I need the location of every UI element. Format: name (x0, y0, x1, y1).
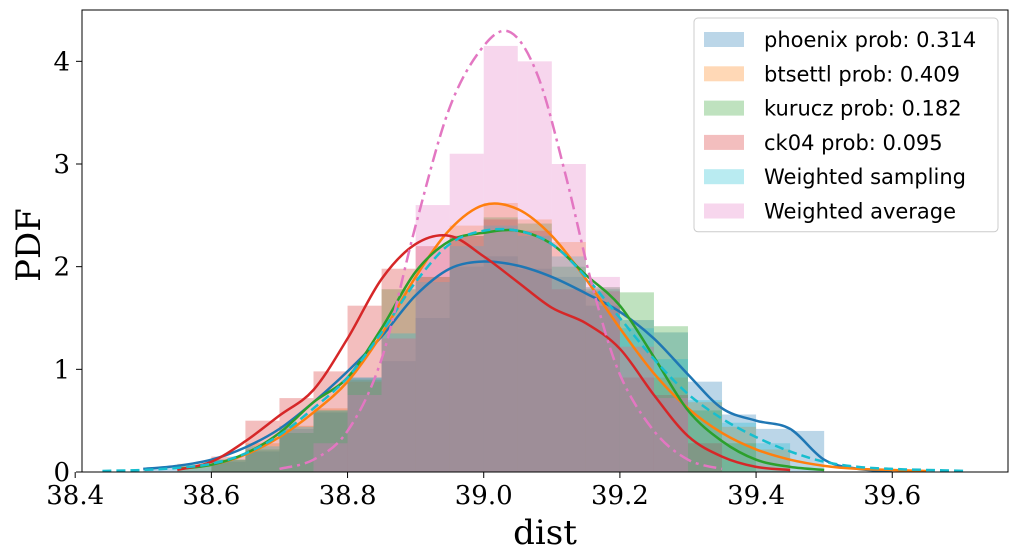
hist-bar (449, 246, 484, 472)
legend-swatch (704, 169, 744, 185)
legend-label: ck04 prob: 0.095 (764, 131, 943, 155)
y-tick-label: 4 (53, 47, 70, 77)
hist-bar (449, 153, 484, 472)
hist-bar (347, 377, 382, 472)
x-tick-label: 39.2 (591, 481, 649, 511)
hist-bar (415, 318, 450, 472)
hist-bar (211, 461, 246, 472)
hist-bar (347, 381, 382, 472)
hist-bar (551, 266, 586, 472)
hist-1 (143, 256, 825, 472)
hist-bar (313, 410, 348, 472)
hist-bar (381, 333, 416, 472)
y-tick-label: 3 (53, 150, 70, 180)
kde-line-2 (177, 202, 927, 473)
hist-bar (177, 465, 212, 472)
x-tick-label: 38.8 (319, 481, 377, 511)
hist-bar (449, 266, 484, 472)
kde-line-6 (279, 29, 723, 471)
hist-bar (381, 361, 416, 472)
legend-label: Weighted sampling (764, 165, 966, 189)
hist-bar (483, 256, 518, 472)
kde-line-3 (177, 228, 825, 472)
hist-bar (279, 428, 314, 472)
y-tick-label: 2 (53, 253, 70, 283)
hist-bar (211, 456, 246, 472)
legend-label: Weighted average (764, 200, 956, 224)
x-tick-label: 38.6 (182, 481, 240, 511)
legend-swatch (704, 100, 744, 116)
legend-label: kurucz prob: 0.182 (764, 97, 962, 121)
legend: phoenix prob: 0.314 btsettl prob: 0.409 ku… (693, 17, 999, 233)
hist-bar (415, 282, 450, 472)
hist-bar (347, 379, 382, 472)
legend-swatch (704, 32, 744, 47)
kde-curves-layer (102, 29, 968, 473)
hist-bar (483, 203, 518, 472)
y-axis-title: PDF (9, 208, 49, 282)
hist-bar (177, 465, 212, 472)
hist-bar (313, 412, 348, 472)
legend-label: btsettl prob: 0.409 (764, 62, 960, 86)
kde-line-4 (177, 234, 791, 472)
hist-bar (585, 276, 620, 472)
histogram-layer (143, 45, 825, 473)
hist-3 (211, 217, 757, 472)
x-tick-label: 39.6 (863, 481, 921, 511)
hist-bar (279, 432, 314, 472)
hist-bar (313, 443, 348, 472)
hist-2 (177, 203, 791, 472)
legend-swatch (704, 66, 744, 82)
hist-6 (313, 45, 688, 473)
hist-bar (245, 451, 280, 472)
hist-bar (313, 410, 348, 472)
y-tick-label: 1 (53, 355, 70, 385)
hist-bar (415, 246, 450, 472)
x-tick-label: 38.4 (46, 481, 104, 511)
x-tick-label: 39.0 (455, 481, 513, 511)
hist-bar (517, 223, 552, 472)
hist-bar (551, 256, 586, 472)
hist-bar (619, 292, 654, 472)
hist-bar (347, 395, 382, 472)
hist-bar (551, 164, 586, 472)
hist-bar (381, 338, 416, 472)
hist-bar (619, 320, 654, 472)
plot-frame (81, 9, 1009, 473)
hist-bar (245, 449, 280, 472)
y-axis: 0 1 2 3 4 (53, 47, 82, 488)
hist-bar (483, 225, 518, 472)
x-tick-label: 39.4 (727, 481, 785, 511)
legend-box (693, 17, 999, 233)
hist-bar (415, 276, 450, 472)
hist-bar (381, 338, 416, 472)
hist-bar (347, 305, 382, 472)
hist-bar (517, 219, 552, 472)
legend-label: phoenix prob: 0.314 (764, 28, 976, 52)
hist-bar (313, 408, 348, 472)
kde-line-5 (102, 227, 968, 473)
hist-bar (653, 326, 688, 472)
y-tick-label: 0 (53, 458, 70, 488)
x-axis-title: dist (513, 513, 577, 553)
hist-bar (449, 235, 484, 472)
legend-swatch (704, 134, 744, 150)
hist-bar (449, 235, 484, 472)
hist-bar (415, 276, 450, 472)
hist-bar (347, 377, 382, 472)
legend-swatch (704, 203, 744, 219)
hist-bar (653, 395, 688, 472)
x-axis: 38.4 38.6 38.8 39.0 39.2 39.4 39.6 (46, 472, 921, 511)
hist-bar (653, 398, 688, 472)
kde-line-1 (143, 260, 893, 473)
